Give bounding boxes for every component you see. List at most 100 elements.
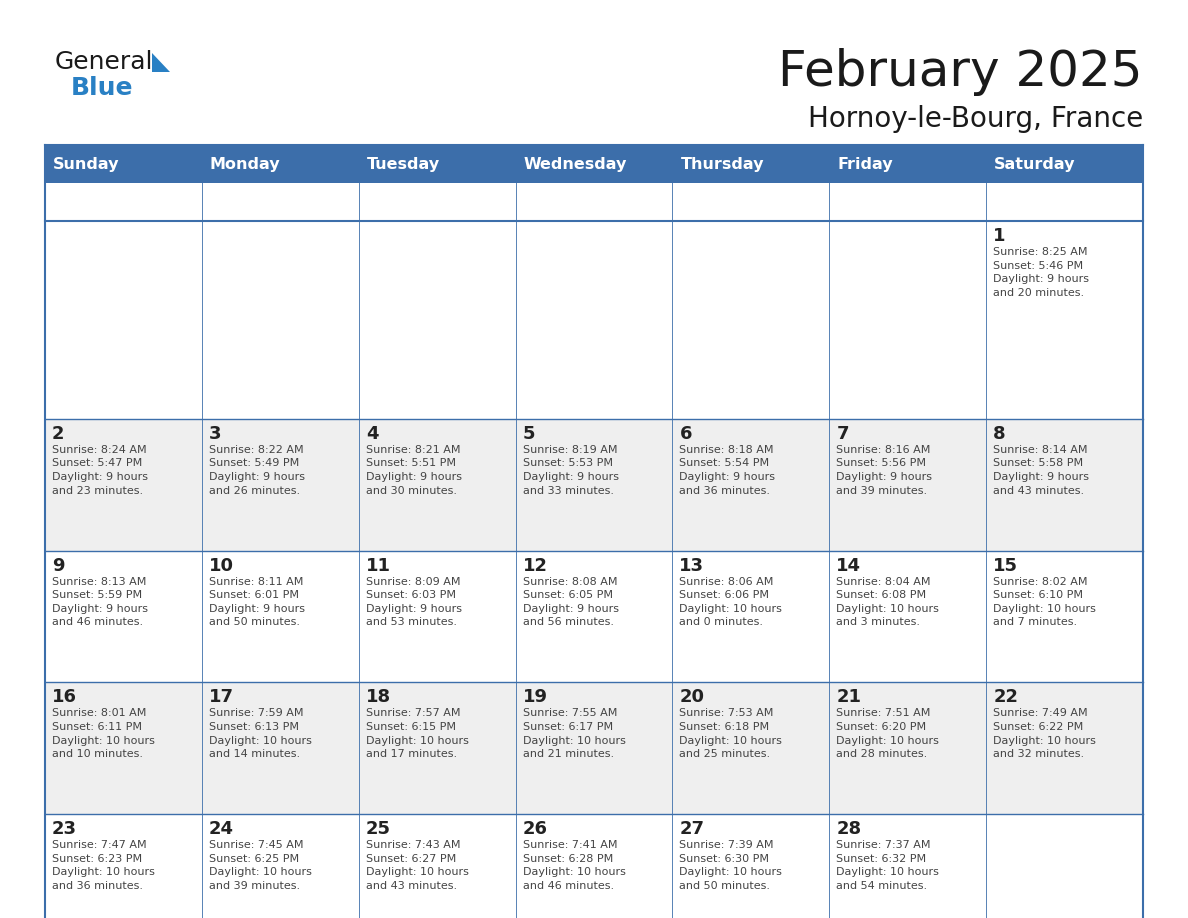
Bar [672,419,829,551]
Bar [516,221,672,419]
Text: Sunrise: 8:09 AM
Sunset: 6:03 PM
Daylight: 9 hours
and 53 minutes.: Sunrise: 8:09 AM Sunset: 6:03 PM Dayligh… [366,577,462,627]
Text: 16: 16 [52,688,77,706]
Bar [672,221,829,419]
Text: Sunrise: 7:43 AM
Sunset: 6:27 PM
Daylight: 10 hours
and 43 minutes.: Sunrise: 7:43 AM Sunset: 6:27 PM Dayligh… [366,840,468,891]
Text: Saturday: Saturday [994,156,1075,172]
Bar [359,814,516,918]
Text: Friday: Friday [838,156,893,172]
Text: Sunrise: 8:24 AM
Sunset: 5:47 PM
Daylight: 9 hours
and 23 minutes.: Sunrise: 8:24 AM Sunset: 5:47 PM Dayligh… [52,444,148,496]
Bar [202,814,359,918]
Text: 24: 24 [209,820,234,838]
Text: Thursday: Thursday [681,156,764,172]
Bar [829,221,986,419]
Text: 15: 15 [993,556,1018,575]
Bar [202,682,359,814]
Text: General: General [55,50,153,74]
Text: 8: 8 [993,425,1006,442]
Text: 26: 26 [523,820,548,838]
Polygon shape [152,53,170,72]
Text: Sunrise: 8:14 AM
Sunset: 5:58 PM
Daylight: 9 hours
and 43 minutes.: Sunrise: 8:14 AM Sunset: 5:58 PM Dayligh… [993,444,1089,496]
Text: Sunrise: 8:18 AM
Sunset: 5:54 PM
Daylight: 9 hours
and 36 minutes.: Sunrise: 8:18 AM Sunset: 5:54 PM Dayligh… [680,444,776,496]
Text: Sunrise: 8:11 AM
Sunset: 6:01 PM
Daylight: 9 hours
and 50 minutes.: Sunrise: 8:11 AM Sunset: 6:01 PM Dayligh… [209,577,305,627]
Text: Wednesday: Wednesday [524,156,627,172]
Text: 7: 7 [836,425,848,442]
Bar [45,221,202,419]
Bar [202,551,359,682]
Bar [672,145,829,183]
Text: 22: 22 [993,688,1018,706]
Text: Sunrise: 8:04 AM
Sunset: 6:08 PM
Daylight: 10 hours
and 3 minutes.: Sunrise: 8:04 AM Sunset: 6:08 PM Dayligh… [836,577,940,627]
Bar [359,221,516,419]
Text: 14: 14 [836,556,861,575]
Text: Sunrise: 7:37 AM
Sunset: 6:32 PM
Daylight: 10 hours
and 54 minutes.: Sunrise: 7:37 AM Sunset: 6:32 PM Dayligh… [836,840,940,891]
Text: 2: 2 [52,425,64,442]
Text: 5: 5 [523,425,535,442]
Text: Sunrise: 7:47 AM
Sunset: 6:23 PM
Daylight: 10 hours
and 36 minutes.: Sunrise: 7:47 AM Sunset: 6:23 PM Dayligh… [52,840,154,891]
Bar [45,682,202,814]
Bar [516,682,672,814]
Bar [986,682,1143,814]
Text: Sunrise: 8:21 AM
Sunset: 5:51 PM
Daylight: 9 hours
and 30 minutes.: Sunrise: 8:21 AM Sunset: 5:51 PM Dayligh… [366,444,462,496]
Text: 20: 20 [680,688,704,706]
Bar [829,419,986,551]
Text: Sunrise: 8:16 AM
Sunset: 5:56 PM
Daylight: 9 hours
and 39 minutes.: Sunrise: 8:16 AM Sunset: 5:56 PM Dayligh… [836,444,933,496]
Text: 10: 10 [209,556,234,575]
Text: Blue: Blue [71,76,133,100]
Text: 19: 19 [523,688,548,706]
Bar [202,419,359,551]
Text: Monday: Monday [210,156,280,172]
Bar [986,814,1143,918]
Text: 18: 18 [366,688,391,706]
Text: 17: 17 [209,688,234,706]
Bar [359,419,516,551]
Text: 3: 3 [209,425,221,442]
Text: Sunrise: 7:49 AM
Sunset: 6:22 PM
Daylight: 10 hours
and 32 minutes.: Sunrise: 7:49 AM Sunset: 6:22 PM Dayligh… [993,709,1097,759]
Text: Sunrise: 8:13 AM
Sunset: 5:59 PM
Daylight: 9 hours
and 46 minutes.: Sunrise: 8:13 AM Sunset: 5:59 PM Dayligh… [52,577,148,627]
Bar [829,145,986,183]
Text: Hornoy-le-Bourg, France: Hornoy-le-Bourg, France [808,105,1143,133]
Text: 6: 6 [680,425,691,442]
Text: Sunrise: 8:08 AM
Sunset: 6:05 PM
Daylight: 9 hours
and 56 minutes.: Sunrise: 8:08 AM Sunset: 6:05 PM Dayligh… [523,577,619,627]
Text: Sunrise: 7:39 AM
Sunset: 6:30 PM
Daylight: 10 hours
and 50 minutes.: Sunrise: 7:39 AM Sunset: 6:30 PM Dayligh… [680,840,783,891]
Text: Sunrise: 7:51 AM
Sunset: 6:20 PM
Daylight: 10 hours
and 28 minutes.: Sunrise: 7:51 AM Sunset: 6:20 PM Dayligh… [836,709,940,759]
Bar [202,145,359,183]
Bar [829,682,986,814]
Text: 23: 23 [52,820,77,838]
Text: Sunrise: 7:41 AM
Sunset: 6:28 PM
Daylight: 10 hours
and 46 minutes.: Sunrise: 7:41 AM Sunset: 6:28 PM Dayligh… [523,840,625,891]
Text: Sunrise: 8:06 AM
Sunset: 6:06 PM
Daylight: 10 hours
and 0 minutes.: Sunrise: 8:06 AM Sunset: 6:06 PM Dayligh… [680,577,783,627]
Bar [45,551,202,682]
Text: 12: 12 [523,556,548,575]
Text: Sunrise: 8:02 AM
Sunset: 6:10 PM
Daylight: 10 hours
and 7 minutes.: Sunrise: 8:02 AM Sunset: 6:10 PM Dayligh… [993,577,1097,627]
Bar [45,145,202,183]
Text: Sunrise: 8:22 AM
Sunset: 5:49 PM
Daylight: 9 hours
and 26 minutes.: Sunrise: 8:22 AM Sunset: 5:49 PM Dayligh… [209,444,305,496]
Bar [829,814,986,918]
Text: Sunrise: 7:45 AM
Sunset: 6:25 PM
Daylight: 10 hours
and 39 minutes.: Sunrise: 7:45 AM Sunset: 6:25 PM Dayligh… [209,840,311,891]
Text: 13: 13 [680,556,704,575]
Text: Sunrise: 7:55 AM
Sunset: 6:17 PM
Daylight: 10 hours
and 21 minutes.: Sunrise: 7:55 AM Sunset: 6:17 PM Dayligh… [523,709,625,759]
Text: Sunrise: 7:59 AM
Sunset: 6:13 PM
Daylight: 10 hours
and 14 minutes.: Sunrise: 7:59 AM Sunset: 6:13 PM Dayligh… [209,709,311,759]
Bar [986,419,1143,551]
Text: February 2025: February 2025 [778,48,1143,96]
Text: Sunrise: 8:19 AM
Sunset: 5:53 PM
Daylight: 9 hours
and 33 minutes.: Sunrise: 8:19 AM Sunset: 5:53 PM Dayligh… [523,444,619,496]
Bar [359,551,516,682]
Bar [986,221,1143,419]
Bar [516,814,672,918]
Text: Sunrise: 8:25 AM
Sunset: 5:46 PM
Daylight: 9 hours
and 20 minutes.: Sunrise: 8:25 AM Sunset: 5:46 PM Dayligh… [993,247,1089,297]
Bar [202,221,359,419]
Text: 25: 25 [366,820,391,838]
Bar [672,814,829,918]
Bar [672,682,829,814]
Text: 27: 27 [680,820,704,838]
Bar [829,551,986,682]
Text: 28: 28 [836,820,861,838]
Text: Sunrise: 8:01 AM
Sunset: 6:11 PM
Daylight: 10 hours
and 10 minutes.: Sunrise: 8:01 AM Sunset: 6:11 PM Dayligh… [52,709,154,759]
Text: 1: 1 [993,227,1006,245]
Text: 9: 9 [52,556,64,575]
Bar [45,814,202,918]
Text: Sunrise: 7:53 AM
Sunset: 6:18 PM
Daylight: 10 hours
and 25 minutes.: Sunrise: 7:53 AM Sunset: 6:18 PM Dayligh… [680,709,783,759]
Text: 11: 11 [366,556,391,575]
Text: Tuesday: Tuesday [367,156,440,172]
Bar [359,145,516,183]
Bar [672,551,829,682]
Text: Sunrise: 7:57 AM
Sunset: 6:15 PM
Daylight: 10 hours
and 17 minutes.: Sunrise: 7:57 AM Sunset: 6:15 PM Dayligh… [366,709,468,759]
